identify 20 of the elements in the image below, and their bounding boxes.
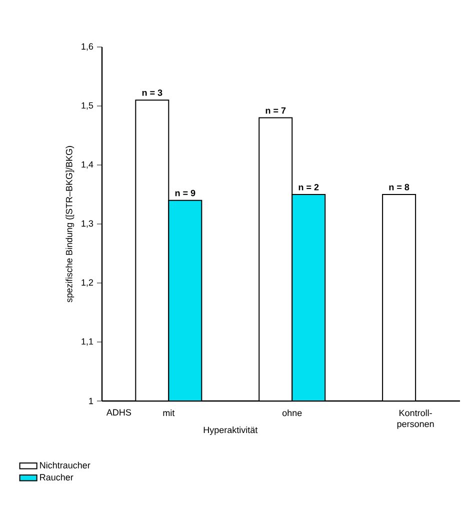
- x-axis-title: Hyperaktivität: [204, 426, 258, 435]
- y-tick-label: 1: [89, 398, 94, 404]
- y-tick-label: 1,1: [82, 338, 94, 346]
- x-tick-label: ohne: [282, 410, 302, 416]
- y-axis-title: spezifische Bindung ([STR–BKG]/BKG): [66, 146, 74, 302]
- y-tick-label: 1,6: [82, 43, 94, 51]
- y-tick-label: 1,4: [82, 161, 94, 169]
- x-tick-label: mit: [163, 410, 175, 416]
- y-tick-label: 1,3: [82, 220, 94, 228]
- annotation: n = 7: [266, 107, 286, 114]
- y-tick-label: 1,5: [82, 102, 94, 110]
- legend-label: Nichtraucher: [40, 462, 90, 468]
- annotation: n = 9: [175, 190, 196, 196]
- annotation: n = 2: [298, 184, 319, 190]
- legend-label: Raucher: [40, 474, 74, 480]
- annotation: n = 3: [142, 90, 162, 96]
- y-tick-label: 1,2: [82, 279, 94, 287]
- x-tick-label: Kontroll-personen: [397, 410, 434, 429]
- text: ADHS: [106, 409, 132, 416]
- annotation: n = 8: [389, 184, 410, 190]
